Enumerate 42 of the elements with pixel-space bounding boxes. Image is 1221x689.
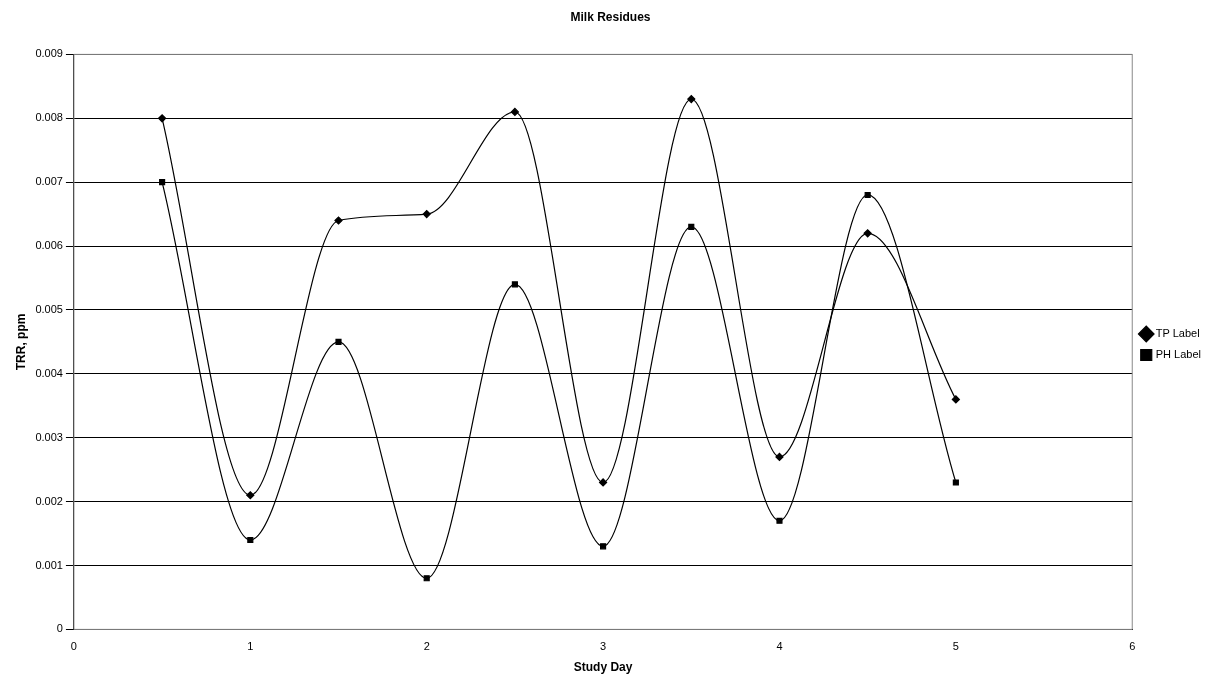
- y-tick-label: 0.009: [35, 47, 63, 60]
- point: [864, 191, 871, 199]
- y-axis-title: TRR, ppm: [13, 313, 28, 371]
- legend-label: TP Label: [1155, 327, 1200, 340]
- y-tick-label: 0.001: [35, 558, 63, 571]
- y-tick-label: 0.004: [35, 366, 63, 379]
- point: [335, 338, 342, 345]
- point: [511, 281, 518, 288]
- x-tick-label: 0: [70, 640, 77, 653]
- point: [688, 223, 695, 230]
- point: [246, 491, 255, 500]
- y-tick-label: 0.003: [35, 430, 63, 443]
- x-axis-title: Study Day: [573, 660, 633, 675]
- point: [159, 179, 166, 186]
- point: [687, 95, 696, 104]
- x-tick-label: 5: [952, 640, 959, 653]
- point: [423, 575, 430, 582]
- point: [951, 395, 960, 404]
- point: [510, 107, 519, 116]
- point: [952, 479, 959, 486]
- legend-label: PH Label: [1155, 348, 1202, 361]
- point: [422, 210, 431, 219]
- chart-title: Milk Residues: [570, 9, 651, 24]
- x-tick-label: 1: [247, 640, 254, 653]
- x-tick-label: 3: [600, 640, 607, 653]
- y-tick-label: 0.005: [35, 302, 63, 315]
- point: [863, 229, 872, 238]
- y-tick-label: 0.007: [35, 175, 63, 188]
- x-tick-label: 6: [1129, 640, 1136, 653]
- y-tick-label: 0.006: [35, 239, 63, 252]
- y-tick-label: 0.002: [35, 494, 63, 507]
- point: [247, 536, 254, 544]
- x-tick-label: 4: [776, 640, 783, 653]
- x-tick-label: 2: [423, 640, 430, 653]
- point: [158, 114, 167, 123]
- point: [334, 216, 343, 225]
- y-tick-label: 0.008: [35, 111, 63, 124]
- point: [776, 517, 783, 524]
- point: [775, 452, 784, 461]
- point: [600, 543, 607, 550]
- point: [598, 478, 608, 487]
- y-tick-label: 0: [56, 622, 63, 635]
